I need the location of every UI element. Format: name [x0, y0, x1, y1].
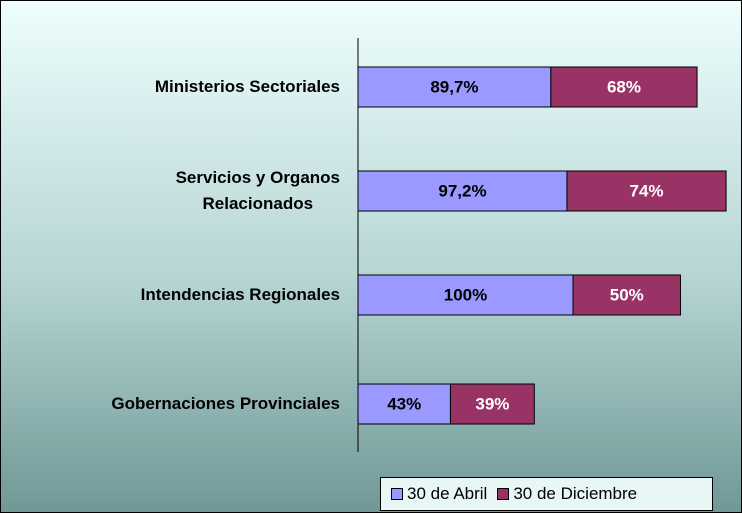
category-label: Servicios y Organos Relacionados — [175, 168, 340, 213]
legend-swatch — [497, 488, 510, 500]
category-label: Intendencias Regionales — [140, 285, 340, 304]
legend-label: 30 de Diciembre — [513, 484, 638, 503]
value-label: 43% — [387, 394, 421, 413]
category-label: Gobernaciones Provinciales — [111, 394, 340, 413]
bar-segment — [357, 170, 568, 212]
bar-segment — [449, 383, 535, 425]
bar-segment — [572, 274, 681, 316]
value-label: 50% — [610, 285, 644, 304]
value-label: 68% — [607, 77, 641, 96]
legend: 30 de Abril 30 de Diciembre — [380, 477, 713, 511]
bar-segment — [566, 170, 727, 212]
bar-segment — [550, 66, 698, 108]
value-label: 100% — [444, 285, 487, 304]
value-label: 39% — [475, 394, 509, 413]
value-label: 97,2% — [438, 181, 486, 200]
value-label: 89,7% — [430, 77, 478, 96]
legend-label: 30 de Abril — [407, 484, 488, 503]
legend-swatch — [391, 488, 403, 500]
value-label: 74% — [630, 181, 664, 200]
category-label: Ministerios Sectoriales — [154, 77, 340, 96]
